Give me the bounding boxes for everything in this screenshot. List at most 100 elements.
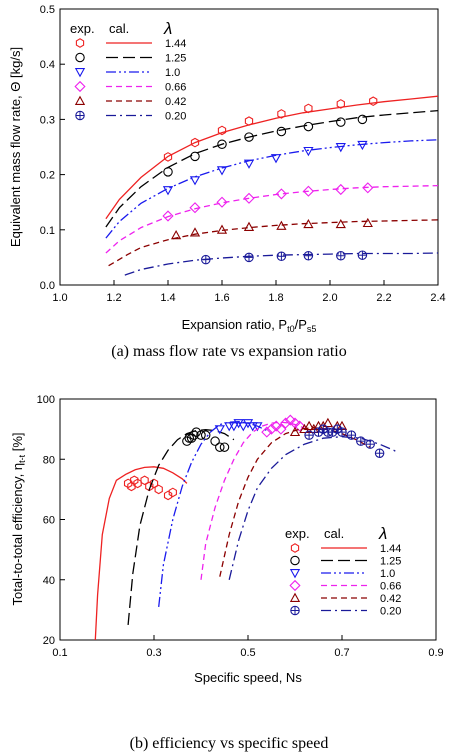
legend-marker-0.66 xyxy=(74,80,86,93)
series-1.0 xyxy=(158,419,268,607)
legend-marker-0.20 xyxy=(75,110,85,121)
x-tick-label: 0.3 xyxy=(146,647,161,659)
exp-point-0.20 xyxy=(374,448,385,458)
exp-point-1.0 xyxy=(228,422,240,432)
legend-entry-0.66: 0.66 xyxy=(289,579,401,593)
exp-point-1.44 xyxy=(163,490,173,501)
exp-point-0.66 xyxy=(294,420,306,432)
y-tick-label: 40 xyxy=(43,575,55,587)
legend-entry-0.20: 0.20 xyxy=(75,110,186,123)
exp-point-0.66 xyxy=(280,417,292,429)
exp-point-1.0 xyxy=(357,140,368,151)
x-tick-label: 1.6 xyxy=(214,292,229,304)
exp-point-1.25 xyxy=(357,114,368,125)
legend-marker-1.0 xyxy=(289,569,301,579)
exp-point-0.20 xyxy=(356,436,366,446)
legend-label-1.44: 1.44 xyxy=(165,38,186,50)
chart-b-y-axis-label: Total-to-total efficiency, ηt-t [%] xyxy=(10,433,27,606)
calc-line-0.20 xyxy=(228,436,399,580)
exp-point-1.0 xyxy=(243,159,255,169)
series-0.42 xyxy=(108,217,438,267)
exp-point-1.25 xyxy=(189,430,199,440)
y-tick-label: 0.5 xyxy=(40,4,55,16)
chart-a-caption: (a) mass flow rate vs expansion ratio xyxy=(111,343,346,360)
x-tick-label: 0.5 xyxy=(240,647,255,659)
legend-entry-0.42: 0.42 xyxy=(74,95,186,108)
exp-point-0.42 xyxy=(362,217,373,228)
exp-point-0.20 xyxy=(201,254,211,265)
exp-point-0.66 xyxy=(265,423,278,435)
calc-line-0.42 xyxy=(219,426,371,577)
exp-point-1.44 xyxy=(154,484,163,495)
exp-point-1.44 xyxy=(336,99,345,109)
calc-line-0.20 xyxy=(124,252,438,276)
legend-label-0.20: 0.20 xyxy=(380,606,401,618)
y-tick-label: 0.2 xyxy=(40,170,55,182)
legend-marker-1.25 xyxy=(290,555,300,566)
exp-point-1.44 xyxy=(369,96,378,107)
exp-point-1.25 xyxy=(303,121,314,132)
legend-marker-1.25 xyxy=(75,52,85,63)
exp-point-1.25 xyxy=(184,433,195,443)
exp-point-1.44 xyxy=(168,487,177,498)
exp-point-1.44 xyxy=(304,103,313,114)
exp-point-0.66 xyxy=(284,414,296,426)
exp-point-1.25 xyxy=(191,427,202,437)
exp-point-1.0 xyxy=(162,186,174,196)
exp-point-1.0 xyxy=(214,425,225,435)
exp-point-1.0 xyxy=(216,166,228,176)
exp-point-1.25 xyxy=(196,430,206,440)
legend-marker-0.42 xyxy=(74,95,86,105)
x-tick-label: 0.9 xyxy=(428,647,443,659)
chart-a-plot-frame xyxy=(59,8,439,286)
exp-point-0.42 xyxy=(189,227,201,237)
x-tick-label: 1.2 xyxy=(106,292,121,304)
exp-point-0.66 xyxy=(261,426,273,438)
exp-point-1.25 xyxy=(217,139,227,149)
chart-b-y-axis: 20 40 60 80 100 xyxy=(37,394,65,647)
y-tick-label: 60 xyxy=(43,515,55,527)
exp-point-0.42 xyxy=(276,220,287,230)
exp-point-0.42 xyxy=(216,224,228,234)
exp-point-1.44 xyxy=(244,116,254,126)
calc-line-1.25 xyxy=(105,109,438,228)
exp-point-1.0 xyxy=(335,143,346,153)
legend-header-exp: exp. xyxy=(285,526,310,541)
exp-point-0.20 xyxy=(346,430,357,440)
chart-b-x-axis-label: Specific speed, Ns xyxy=(194,670,302,685)
legend-label-1.25: 1.25 xyxy=(380,556,401,568)
exp-point-0.66 xyxy=(302,185,314,197)
x-tick-label: 1.4 xyxy=(160,292,175,304)
x-tick-label: 1.0 xyxy=(52,292,67,304)
chart-b: 0.1 0.3 0.5 0.7 0.9 20 40 60 80 100 exp. cal. λ1.4… xyxy=(10,394,444,752)
exp-point-1.25 xyxy=(186,433,197,443)
exp-point-0.20 xyxy=(244,252,254,263)
legend-label-1.25: 1.25 xyxy=(165,53,186,65)
series-0.66 xyxy=(105,182,438,254)
exp-point-1.0 xyxy=(189,176,201,186)
legend-entry-0.42: 0.42 xyxy=(289,592,401,605)
exp-point-1.0 xyxy=(242,419,254,429)
exp-point-0.42 xyxy=(322,417,334,428)
chart-a: 1.0 1.2 1.4 1.6 1.8 2.0 2.2 2.4 0.0 0.1 0.2 0.3 0.4… xyxy=(8,4,446,360)
exp-point-0.66 xyxy=(275,423,287,435)
y-tick-label: 0.3 xyxy=(40,114,55,126)
legend-header-lambda: λ xyxy=(378,524,387,543)
exp-point-0.66 xyxy=(335,183,347,196)
y-tick-label: 0.4 xyxy=(40,59,55,71)
exp-point-1.25 xyxy=(276,126,287,137)
exp-point-1.25 xyxy=(200,430,211,440)
exp-point-0.20 xyxy=(365,439,375,449)
series-0.20 xyxy=(228,424,399,580)
legend-marker-1.44 xyxy=(75,38,85,48)
exp-point-1.0 xyxy=(252,422,263,432)
y-tick-label: 0.0 xyxy=(40,280,55,292)
legend-header-exp: exp. xyxy=(70,21,95,36)
exp-point-0.20 xyxy=(304,430,314,440)
calc-line-1.44 xyxy=(105,95,438,220)
exp-point-0.42 xyxy=(303,420,315,431)
legend-entry-0.66: 0.66 xyxy=(74,80,186,94)
series-1.25 xyxy=(105,109,438,228)
legend-marker-0.20 xyxy=(290,605,300,616)
exp-point-1.0 xyxy=(238,422,249,432)
